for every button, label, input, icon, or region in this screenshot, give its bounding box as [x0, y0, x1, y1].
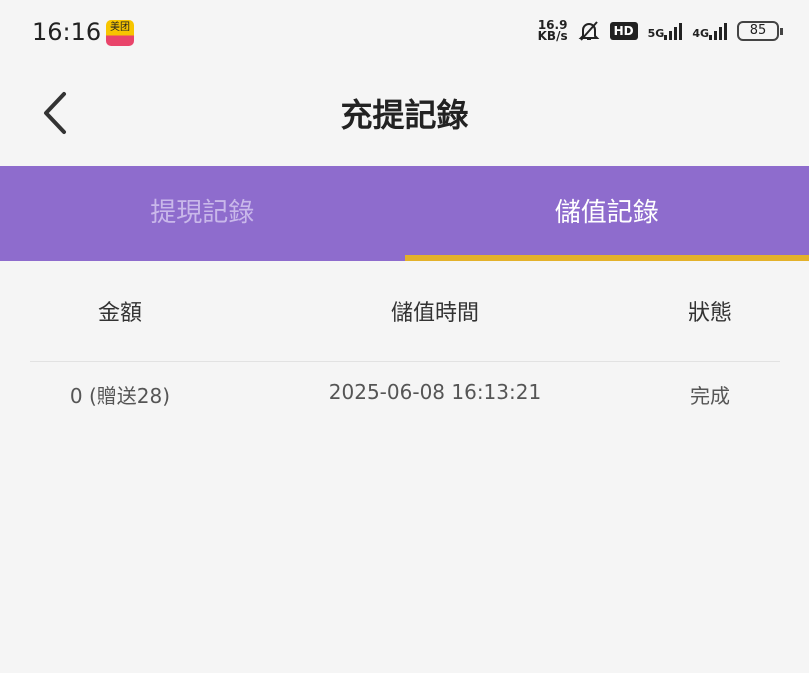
signal-4g-icon: 4G	[692, 22, 727, 40]
column-amount: 金額	[97, 301, 142, 326]
column-status: 狀態	[687, 301, 732, 326]
chevron-left-icon	[44, 92, 66, 134]
column-time: 儲值時間	[390, 301, 479, 326]
table-header: 金額 儲值時間 狀態	[30, 295, 780, 327]
hd-icon: HD	[609, 22, 638, 40]
clock: 16:16	[32, 18, 102, 46]
table-row: 0 (贈送28) 2025-06-08 16:13:21 完成	[30, 380, 780, 409]
bell-muted-icon	[578, 21, 600, 41]
network-speed: 16.9 KB/s	[537, 18, 568, 43]
tab-bar: 提現記錄 儲值記錄	[0, 166, 809, 261]
tab-withdraw-records[interactable]: 提現記錄	[150, 198, 255, 228]
meituan-app-icon: 美团	[106, 20, 134, 46]
cell-status: 完成	[690, 384, 730, 408]
signal-5g-icon: 5G	[648, 22, 683, 40]
cell-time: 2025-06-08 16:13:21	[328, 380, 542, 404]
cell-amount: 0 (贈送28)	[69, 384, 171, 408]
tab-deposit-records[interactable]: 儲值記錄	[404, 166, 809, 261]
battery-icon: 85	[737, 21, 783, 41]
nav-bar: 充提記錄	[0, 66, 809, 166]
divider	[30, 361, 780, 362]
back-button[interactable]	[36, 88, 76, 138]
page-title: 充提記錄	[340, 96, 469, 134]
status-bar: 16:16 美团 16.9 KB/s HD 5G 4G 85	[0, 0, 809, 66]
